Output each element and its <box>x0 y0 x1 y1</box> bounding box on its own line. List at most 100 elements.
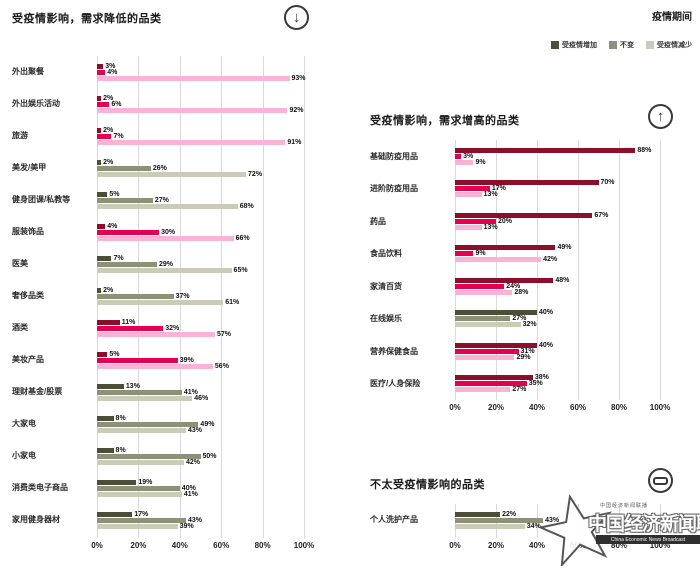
bar-value: 40% <box>539 341 554 349</box>
bar-increase <box>97 511 133 517</box>
bar-value: 41% <box>183 490 198 498</box>
chart-row: 在线娱乐 40% 27% 32% <box>370 303 700 336</box>
bar-increase <box>455 147 636 153</box>
bar-unchanged <box>97 101 110 107</box>
bar-increase <box>97 383 124 389</box>
bar-value: 8% <box>115 414 126 422</box>
bar-increase <box>97 415 114 421</box>
bar-value: 29% <box>159 260 174 268</box>
bar-unchanged <box>455 517 544 523</box>
neutral-chart-title: 不太受疫情影响的品类 <box>370 479 485 491</box>
category-label: 奢侈品类 <box>12 291 44 301</box>
bar-value: 43% <box>545 516 560 524</box>
bar-value: 42% <box>185 458 200 466</box>
gridline <box>660 140 661 400</box>
bar-decrease <box>97 523 178 529</box>
bar-value: 2% <box>103 94 114 102</box>
bar-value: 50% <box>202 452 217 460</box>
gridline <box>619 504 620 538</box>
bar-increase <box>455 212 593 218</box>
bar-decrease <box>97 203 238 209</box>
chart-row: 理财基金/股票 13% 41% 46% <box>12 376 312 408</box>
category-label: 个人洗护产品 <box>370 515 418 525</box>
bar-value: 9% <box>475 250 486 258</box>
bar-group: 40% 27% 32% <box>455 309 553 328</box>
chart-row: 基础防疫用品 88% 3% 9% <box>370 140 700 173</box>
bar-unchanged <box>97 69 106 75</box>
axis-tick: 60% <box>213 541 230 550</box>
bar-value: 27% <box>512 315 527 323</box>
chart-row: 个人洗护产品 22% 43% 34% <box>370 504 700 536</box>
bar-unchanged <box>97 357 178 363</box>
bar-group: 22% 43% 34% <box>455 510 560 530</box>
bar-value: 67% <box>594 211 609 219</box>
category-label: 医疗/人身保险 <box>370 379 421 389</box>
chart-row: 美发/美甲 2% 26% 72% <box>12 152 312 184</box>
decreased-chart-title: 受疫情影响，需求降低的品类 <box>12 13 162 25</box>
axis-tick: 100% <box>649 403 671 412</box>
chart-row: 外出娱乐活动 2% 6% 92% <box>12 88 312 120</box>
bar-value: 48% <box>555 276 570 284</box>
bar-value: 35% <box>528 380 543 388</box>
bar-decrease <box>97 75 290 81</box>
bar-group: 49% 9% 42% <box>455 244 572 264</box>
chart-rows: 外出聚餐 3% 4% 93% 外出娱乐活动 2% 6% 92% 旅游 2% 7% 91% 美发/美甲 2%… <box>12 56 312 536</box>
bar-unchanged <box>455 316 511 322</box>
x-axis: 0% 20% 40% 60% 80% 100% <box>370 540 700 552</box>
bar-decrease <box>97 171 247 177</box>
legend-label: 受疫情增加 <box>562 42 597 49</box>
bar-increase <box>455 245 556 251</box>
chart-row: 大家电 8% 49% 43% <box>12 408 312 440</box>
bar-value: 13% <box>125 382 140 390</box>
category-label: 进阶防疫用品 <box>370 184 418 194</box>
bar-unchanged <box>455 153 462 159</box>
bar-decrease <box>455 289 513 295</box>
bar-increase <box>455 277 554 283</box>
chart-row: 食品饮料 49% 9% 42% <box>370 238 700 271</box>
bar-unchanged <box>97 517 186 523</box>
chart-row: 服装饰品 4% 30% 66% <box>12 216 312 248</box>
bar-value: 8% <box>115 446 126 454</box>
bar-group: 40% 31% 29% <box>455 341 554 361</box>
bar-increase <box>455 310 537 316</box>
category-label: 消费类电子商品 <box>12 483 68 493</box>
axis-tick: 20% <box>487 541 505 550</box>
bar-group: 7% 29% 65% <box>97 255 248 274</box>
axis-tick: 40% <box>171 541 188 550</box>
gridline <box>180 56 181 538</box>
category-label: 家清百货 <box>370 281 402 291</box>
bar-decrease <box>97 299 224 305</box>
bar-value: 26% <box>152 164 167 172</box>
bar-group: 38% 35% 27% <box>455 374 549 394</box>
bar-value: 24% <box>506 282 521 290</box>
bar-increase <box>455 180 599 186</box>
bar-unchanged <box>97 229 160 235</box>
bar-decrease <box>455 354 515 360</box>
legend: 受疫情增加 不变 受疫情减少 <box>551 40 692 50</box>
bar-unchanged <box>455 381 527 387</box>
bar-value: 37% <box>175 292 190 300</box>
bar-value: 27% <box>512 386 527 394</box>
bar-value: 22% <box>502 510 517 518</box>
category-label: 食品饮料 <box>370 249 402 259</box>
bar-increase <box>455 511 501 517</box>
bar-group: 3% 4% 93% <box>97 63 306 82</box>
chart-row: 进阶防疫用品 70% 17% 13% <box>370 173 700 206</box>
bar-value: 5% <box>109 190 120 198</box>
bar-value: 32% <box>165 324 180 332</box>
bar-value: 49% <box>557 244 572 252</box>
bar-value: 31% <box>520 347 535 355</box>
bar-value: 57% <box>216 330 231 338</box>
bar-value: 46% <box>194 394 209 402</box>
bar-value: 6% <box>111 100 122 108</box>
bar-decrease <box>97 363 213 369</box>
bar-unchanged <box>97 165 151 171</box>
bar-value: 4% <box>107 68 118 76</box>
bar-value: 91% <box>287 138 302 146</box>
bar-value: 3% <box>463 152 474 160</box>
chart-row: 消费类电子商品 19% 40% 41% <box>12 472 312 504</box>
bar-value: 42% <box>543 256 558 264</box>
category-label: 医美 <box>12 259 28 269</box>
category-label: 酒类 <box>12 323 28 333</box>
bar-value: 28% <box>514 288 529 296</box>
